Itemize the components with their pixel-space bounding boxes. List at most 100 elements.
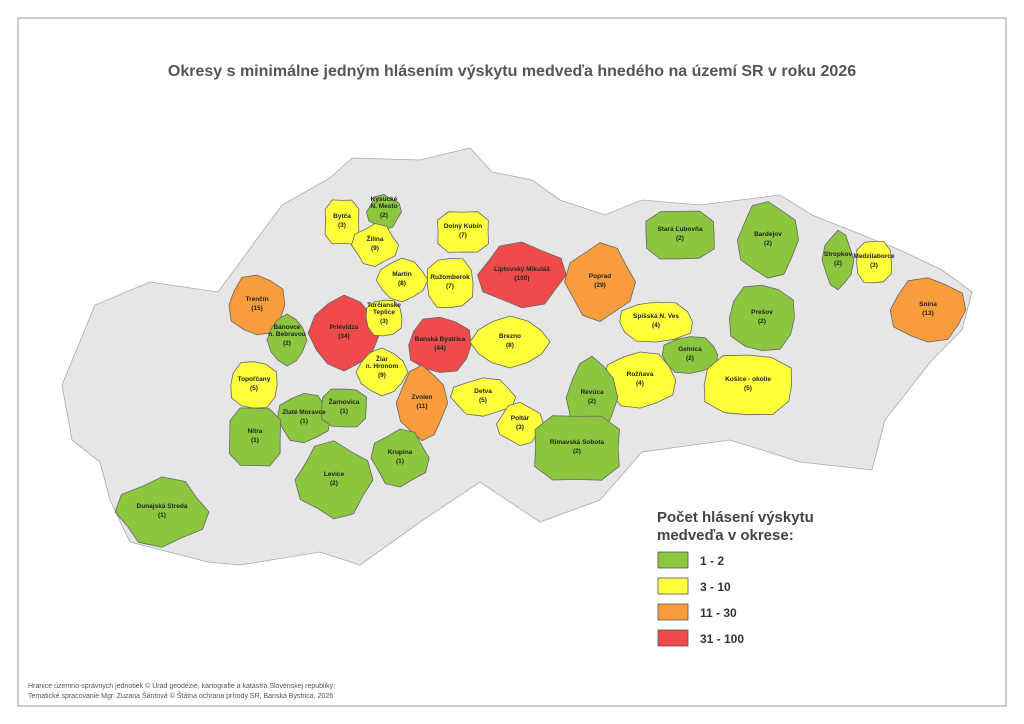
district-count: (7) — [446, 283, 454, 290]
district — [728, 284, 795, 352]
district-count: (8) — [398, 280, 406, 287]
district-count: (2) — [758, 318, 766, 325]
district-count: (3) — [338, 222, 346, 229]
district-count: (15) — [251, 305, 263, 312]
district-name: N. Mesto — [370, 203, 397, 210]
district-name: Zvolen — [412, 394, 433, 401]
district-name: n. Hronom — [366, 363, 399, 370]
district — [449, 377, 517, 417]
district — [307, 294, 381, 372]
district-name: Prešov — [751, 309, 773, 316]
district-count: (2) — [283, 340, 291, 347]
district-count: (3) — [516, 424, 524, 431]
district-count: (9) — [378, 372, 386, 379]
district-name: Bardejov — [754, 231, 782, 238]
district — [375, 257, 429, 303]
district-name: Rožňava — [627, 371, 654, 378]
district — [370, 428, 430, 488]
district-name: n. Bebravou — [268, 331, 306, 338]
footer-line: Hranice územno-správnych jednotiek © Úra… — [28, 681, 335, 690]
legend-label: 11 - 30 — [700, 606, 737, 620]
district-count: (3) — [870, 262, 878, 269]
district — [395, 364, 449, 442]
district-name: Žarnovica — [329, 397, 360, 406]
district — [619, 301, 693, 343]
legend-swatch — [657, 577, 689, 595]
legend-swatch — [657, 629, 689, 647]
district — [426, 258, 474, 309]
district-name: Revúca — [580, 389, 604, 396]
district-count: (4) — [636, 380, 644, 387]
district — [703, 354, 793, 416]
district — [266, 313, 308, 367]
district-count: (34) — [338, 333, 350, 340]
district-count: (5) — [250, 385, 258, 392]
district-name: Ružomberok — [430, 274, 470, 281]
district-name: Gelnica — [678, 346, 702, 353]
district-count: (3) — [380, 318, 388, 325]
district-name: Krupina — [388, 449, 413, 456]
district — [351, 223, 399, 268]
district — [230, 361, 278, 409]
district-count: (2) — [573, 448, 581, 455]
district-name: Stropkov — [824, 251, 853, 258]
district-name: Zlaté Moravce — [282, 409, 326, 416]
district — [321, 388, 367, 428]
district-count: (2) — [676, 235, 684, 242]
legend-swatch — [657, 603, 689, 621]
district-name: Levice — [324, 471, 345, 478]
district — [365, 193, 402, 230]
district-name: Rimavská Sobota — [550, 439, 605, 446]
district-count: (11) — [416, 403, 427, 410]
district — [365, 299, 403, 337]
district — [856, 240, 892, 284]
district-count: (5) — [479, 397, 487, 404]
district-count: (1) — [396, 458, 404, 465]
district-count: (13) — [922, 310, 934, 317]
district-name: Bytča — [333, 213, 351, 220]
district-count: (4) — [652, 322, 660, 329]
district-name: Snina — [919, 301, 937, 308]
district-count: (2) — [588, 398, 596, 405]
district-name: Medzilaborce — [853, 253, 895, 260]
district-name: Brezno — [499, 333, 521, 340]
legend-swatch — [657, 551, 689, 569]
district-name: Spišská N. Ves — [633, 313, 679, 320]
district-name: Dolný Kubín — [444, 223, 482, 230]
district-count: (5) — [744, 385, 752, 392]
district-name: Dunajská Streda — [137, 503, 188, 510]
district — [408, 316, 472, 373]
district-count: (2) — [380, 212, 388, 219]
district-count: (2) — [330, 480, 338, 487]
district — [821, 229, 855, 291]
district-count: (1) — [300, 418, 308, 425]
district — [355, 347, 409, 397]
district — [661, 336, 719, 374]
district — [114, 476, 210, 548]
district-count: (1) — [158, 512, 166, 519]
district-name: Žiar — [376, 354, 388, 363]
district-name: Kysucké — [371, 196, 398, 203]
footer-line: Tematické spracovanie Mgr. Zuzana Šántov… — [28, 691, 333, 700]
district-name: Topoľčany — [238, 376, 271, 383]
district — [645, 210, 715, 260]
district-name: Turčianske — [367, 302, 401, 309]
district-name: Detva — [474, 388, 492, 395]
legend-label: 1 - 2 — [700, 554, 724, 568]
district-count: (1) — [340, 408, 348, 415]
map-title: Okresy s minimálne jedným hlásením výsky… — [168, 63, 856, 80]
district-name: Banská Bystrica — [415, 336, 466, 343]
legend-title: medveďa v okrese: — [657, 527, 794, 544]
district — [477, 241, 567, 309]
district-count: (29) — [594, 282, 606, 289]
district-name: Košice - okolie — [725, 376, 771, 383]
district-count: (8) — [506, 342, 514, 349]
district-name: Bánovce — [273, 324, 300, 331]
district-count: (7) — [459, 232, 467, 239]
district — [437, 211, 489, 253]
district-count: (2) — [764, 240, 772, 247]
district-name: Liptovský Mikuláš — [494, 266, 550, 273]
legend-label: 3 - 10 — [700, 580, 731, 594]
district — [564, 242, 637, 322]
district-name: Stará Ľubovňa — [657, 226, 703, 233]
